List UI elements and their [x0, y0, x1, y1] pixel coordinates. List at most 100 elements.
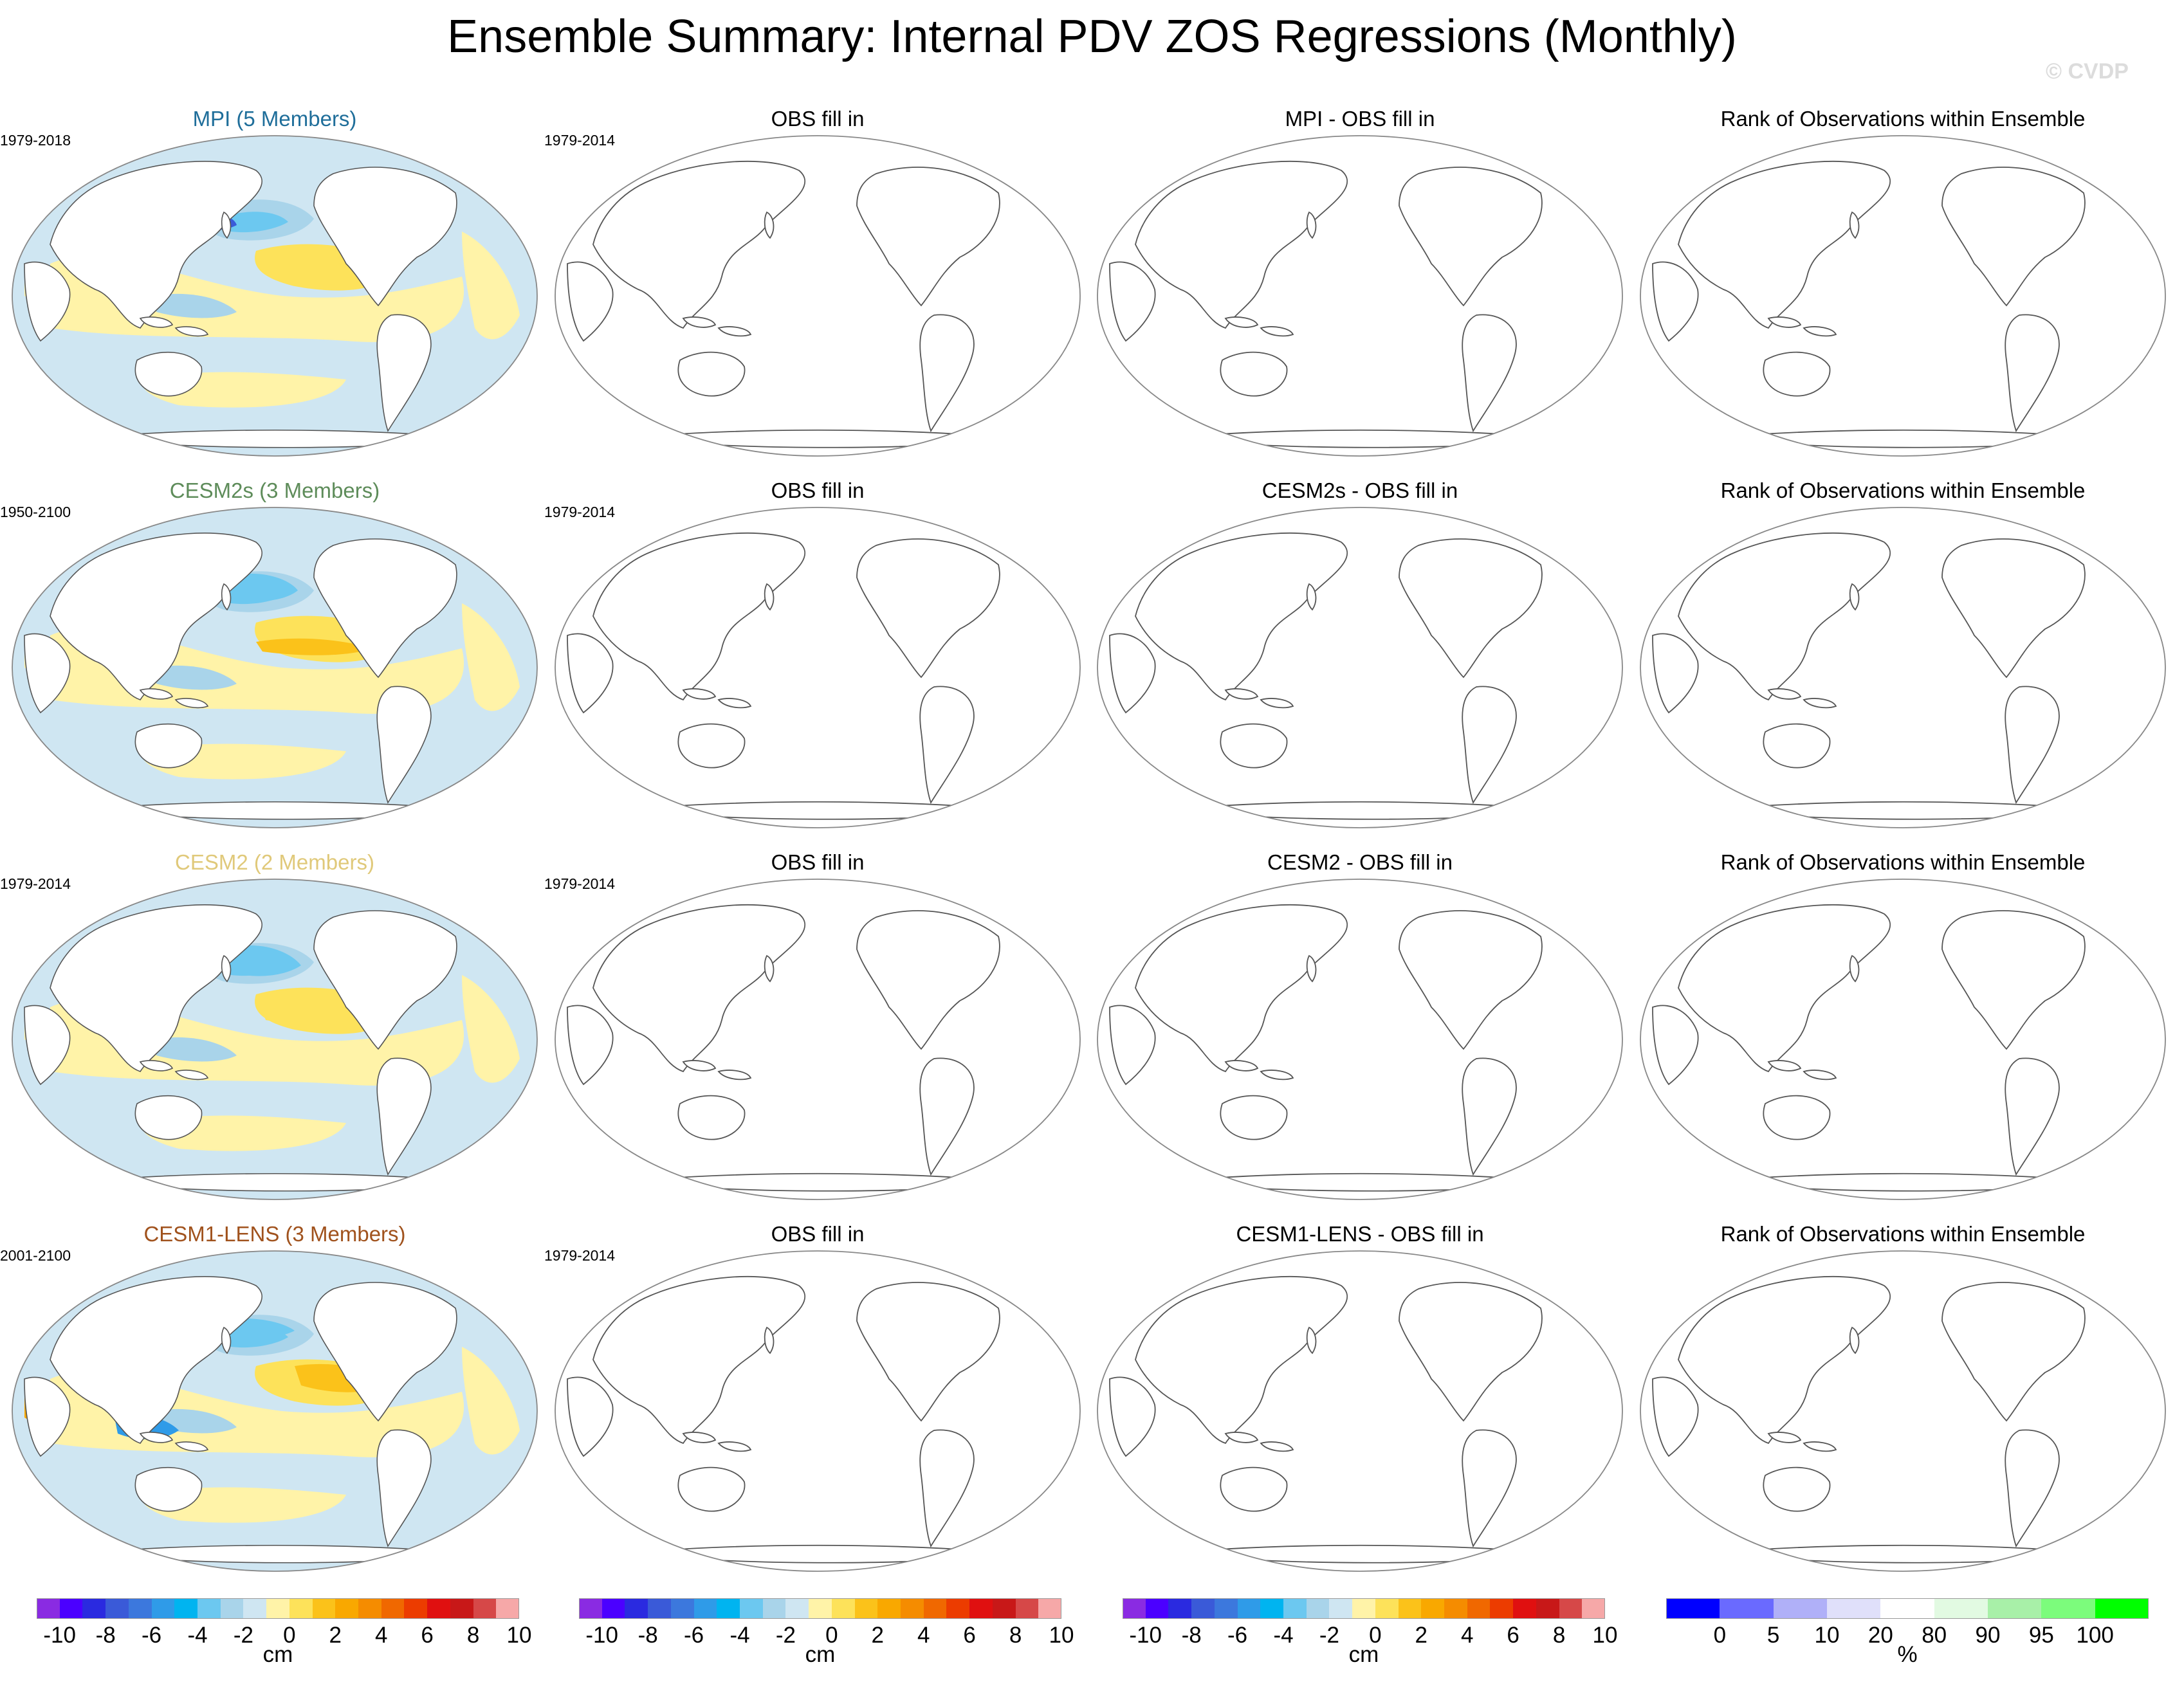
diff-panel-title: CESM2 - OBS fill in — [1267, 850, 1453, 874]
obs-map — [555, 879, 1081, 1200]
continent-outline — [1652, 261, 1699, 342]
colorbar-unit-label: cm — [805, 1642, 836, 1667]
colorbar-swatch — [1038, 1598, 1062, 1619]
colorbar-tick-label: 2 — [329, 1623, 342, 1648]
colorbar-swatch — [106, 1598, 129, 1619]
colorbar-swatch — [1444, 1598, 1468, 1619]
colorbar-swatch — [625, 1598, 648, 1619]
colorbar-swatch — [1666, 1598, 1720, 1619]
colorbar-swatch — [1827, 1598, 1881, 1619]
colorbar-swatch — [1237, 1598, 1261, 1619]
colorbar-swatch — [1490, 1598, 1514, 1619]
continent-outline — [1763, 723, 1831, 769]
rank-map — [1640, 879, 2166, 1200]
continent-outline — [1173, 1544, 1548, 1564]
continent-outline — [1399, 538, 1543, 679]
colorbar-tick-label: 90 — [1975, 1623, 2001, 1648]
colorbar-swatch — [37, 1598, 60, 1619]
continent-outline — [1716, 1544, 2091, 1564]
colorbar-tick-label: 8 — [466, 1623, 480, 1648]
diff-map — [1097, 879, 1623, 1200]
continent-outline — [764, 954, 775, 983]
colorbar-unit-label: cm — [262, 1642, 293, 1667]
colorbar-tick-label: 6 — [1507, 1623, 1519, 1648]
colorbar-swatch — [220, 1598, 244, 1619]
diff-panel-title: CESM1-LENS - OBS fill in — [1236, 1222, 1484, 1246]
continent-outline — [2005, 686, 2060, 805]
colorbar-swatch — [404, 1598, 428, 1619]
obs-period-label: 1979-2014 — [544, 875, 615, 892]
colorbar-swatch — [717, 1598, 740, 1619]
colorbar-swatch — [1191, 1598, 1215, 1619]
colorbar-swatch — [427, 1598, 451, 1619]
colorbar-swatch — [289, 1598, 313, 1619]
continent-outline — [50, 161, 262, 329]
rank-panel-title: Rank of Observations within Ensemble — [1720, 1222, 2086, 1246]
continent-outline — [50, 533, 262, 700]
continent-outline — [1109, 261, 1156, 342]
continent-outline — [631, 429, 1005, 448]
model-map — [12, 507, 538, 828]
obs-panel-title: OBS fill in — [771, 107, 865, 131]
colorbar-swatch — [1283, 1598, 1307, 1619]
continent-outline — [376, 1429, 432, 1547]
colorbar-tick-label: 4 — [374, 1623, 388, 1648]
diff-panel-title: MPI - OBS fill in — [1285, 107, 1435, 131]
model-panel-title: CESM1-LENS (3 Members) — [143, 1222, 406, 1246]
continent-outline — [1763, 351, 1831, 397]
continent-outline — [1462, 1429, 1517, 1548]
colorbar-tick-label: 0 — [1713, 1623, 1727, 1648]
colorbar-swatch — [2095, 1598, 2149, 1619]
colorbar-swatch — [877, 1598, 901, 1619]
continent-outline — [139, 1432, 174, 1443]
obs-period-label: 1979-2014 — [544, 504, 615, 520]
model-period-label: 2001-2100 — [0, 1247, 71, 1264]
continent-outline — [139, 316, 174, 328]
colorbar-swatch — [266, 1598, 290, 1619]
continent-outline — [2005, 1057, 2060, 1176]
continent-outline — [1462, 1057, 1517, 1176]
obs-period-label: 1979-2014 — [544, 132, 615, 149]
continent-outline — [567, 633, 614, 714]
continent-outline — [717, 1070, 752, 1081]
colorbar-swatch — [831, 1598, 856, 1619]
continent-outline — [677, 1466, 746, 1512]
colorbar-tick-label: 0 — [1369, 1623, 1382, 1648]
continent-outline — [313, 1282, 457, 1422]
continent-outline — [1763, 1466, 1831, 1512]
continent-outline — [1652, 1376, 1699, 1457]
colorbar-swatch — [381, 1598, 405, 1619]
colorbar-tick-label: 10 — [1814, 1623, 1840, 1648]
colorbar-swatch — [243, 1598, 267, 1619]
continent-outline — [1849, 1326, 1860, 1354]
colorbar-tick-label: 2 — [871, 1623, 885, 1648]
colorbar-swatch — [785, 1598, 809, 1619]
continent-outline — [764, 211, 775, 239]
colorbar-tick-label: 95 — [2028, 1623, 2054, 1648]
continent-outline — [1109, 1005, 1156, 1086]
continent-outline — [1716, 429, 2091, 448]
continent-outline — [717, 326, 752, 337]
colorbar-swatch — [1375, 1598, 1399, 1619]
continent-outline — [174, 1441, 209, 1452]
colorbar-diff: -10 -8 -6 -4 -2 0 2 4 6 8 10 cm — [1123, 1598, 1617, 1669]
obs-panel-title: OBS fill in — [771, 1222, 865, 1246]
continent-outline — [1803, 1070, 1837, 1081]
colorbar-swatch — [1421, 1598, 1445, 1619]
continent-outline — [1716, 1172, 2091, 1192]
colorbar-tick-label: 20 — [1867, 1623, 1893, 1648]
colorbar-swatch — [1168, 1598, 1192, 1619]
continent-outline — [1803, 1441, 1837, 1452]
colorbar-swatch — [1582, 1598, 1606, 1619]
colorbar-tick-label: -10 — [585, 1623, 618, 1648]
continent-outline — [677, 1095, 746, 1140]
colorbar-tick-label: -4 — [187, 1623, 208, 1648]
continent-outline — [764, 1326, 775, 1354]
colorbar-unit-label: % — [1897, 1642, 1918, 1667]
colorbar-swatch — [740, 1598, 764, 1619]
colorbar-obs: -10 -8 -6 -4 -2 0 2 4 6 8 10 cm — [579, 1598, 1074, 1669]
continent-outline — [677, 351, 746, 397]
continent-outline — [134, 723, 203, 769]
continent-outline — [1306, 1326, 1317, 1354]
colorbar-tick-label: 4 — [917, 1623, 930, 1648]
